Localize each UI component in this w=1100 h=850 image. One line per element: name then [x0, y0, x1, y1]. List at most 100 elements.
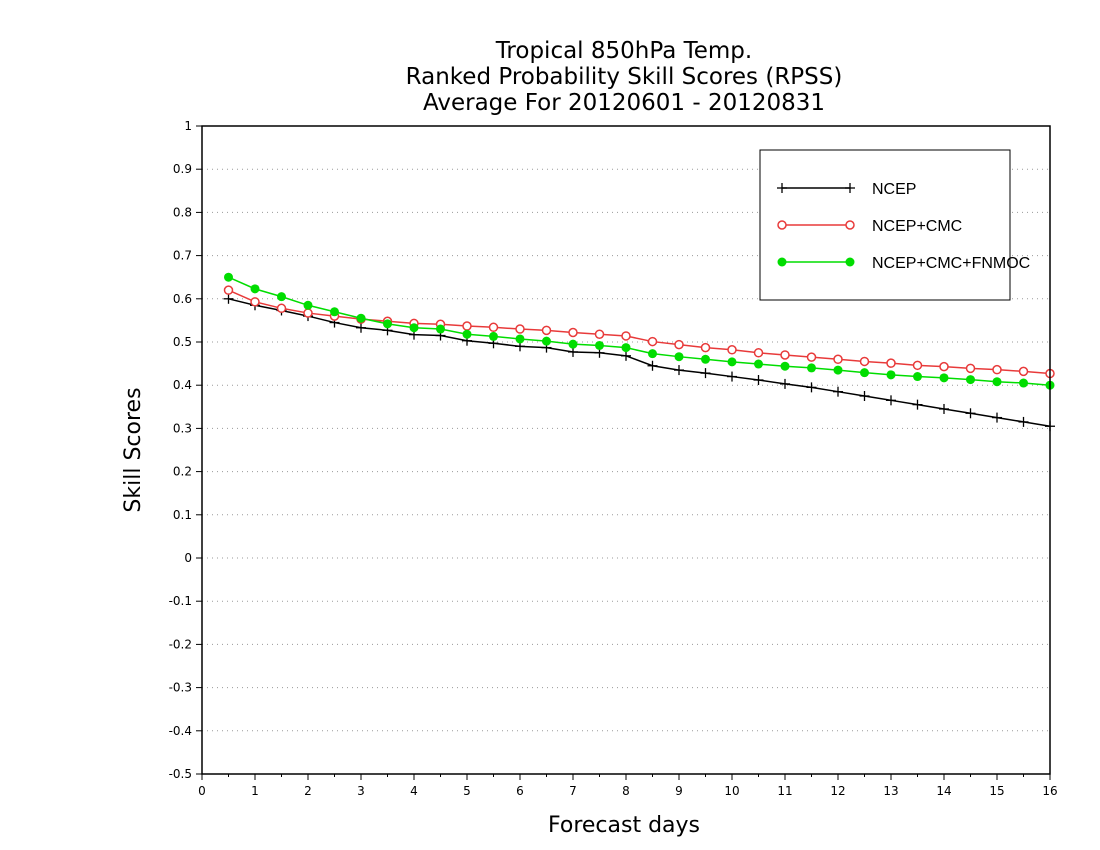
data-point-ncep — [727, 371, 737, 382]
data-point-ncep-cmc-fnmoc — [833, 365, 843, 375]
x-tick-label: 3 — [357, 784, 365, 798]
data-point-ncep-cmc-fnmoc — [860, 368, 869, 378]
data-point-ncep — [992, 412, 1002, 423]
x-tick-label: 12 — [830, 784, 845, 798]
legend-label-ncep-cmc-fnmoc: NCEP+CMC+FNMOC — [872, 255, 1030, 272]
chart-title-line-1: Tropical 850hPa Temp. — [495, 38, 752, 64]
series-ncep — [223, 293, 1055, 432]
y-tick-label: 0.1 — [173, 508, 192, 522]
legend-marker-ncep-cmc-fnmoc — [777, 257, 787, 267]
data-point-ncep-cmc-fnmoc — [356, 313, 366, 323]
axis-ticks: -0.5 -0.4 -0.3 -0.2 -0.1 0 0.1 0.2 0.3 0.4 0.5 0.6 0… — [169, 119, 1058, 798]
x-tick-label: 8 — [622, 784, 630, 798]
data-point-ncep-cmc — [806, 352, 817, 362]
x-tick-label: 9 — [675, 784, 683, 798]
data-point-ncep-cmc-fnmoc — [250, 284, 260, 294]
chart-title-line-2: Ranked Probability Skill Scores (RPSS) — [406, 64, 843, 90]
x-tick-label: 6 — [516, 784, 524, 798]
x-tick-label: 5 — [463, 784, 471, 798]
x-tick-label: 2 — [304, 784, 312, 798]
x-tick-label: 10 — [724, 784, 739, 798]
x-tick-label: 16 — [1042, 784, 1057, 798]
x-tick-label: 15 — [989, 784, 1004, 798]
data-point-ncep — [939, 403, 949, 414]
data-point-ncep-cmc-fnmoc — [727, 357, 737, 367]
data-point-ncep-cmc-fnmoc — [595, 340, 604, 350]
y-tick-label: 0.2 — [173, 465, 192, 479]
data-point-ncep — [700, 368, 711, 379]
data-point-ncep-cmc — [674, 339, 684, 350]
legend-marker-ncep-cmc — [845, 220, 855, 230]
data-point-ncep-cmc — [250, 297, 260, 307]
data-point-ncep — [674, 365, 684, 376]
data-point-ncep-cmc — [568, 327, 578, 338]
legend-marker-ncep — [777, 183, 787, 193]
data-point-ncep-cmc — [303, 308, 313, 318]
data-point-ncep-cmc-fnmoc — [383, 319, 392, 329]
x-tick-label: 13 — [883, 784, 898, 798]
x-tick-label: 1 — [251, 784, 259, 798]
y-tick-label: -0.1 — [169, 594, 192, 608]
y-tick-label: -0.5 — [169, 767, 192, 781]
data-point-ncep — [912, 399, 923, 410]
data-point-ncep — [223, 293, 234, 304]
data-point-ncep-cmc — [727, 345, 737, 355]
y-tick-label: -0.3 — [169, 681, 192, 695]
data-point-ncep — [647, 360, 658, 371]
y-tick-label: 0.6 — [173, 292, 192, 306]
data-point-ncep — [833, 386, 843, 397]
data-point-ncep-cmc-fnmoc — [436, 324, 445, 334]
data-point-ncep-cmc — [541, 325, 552, 336]
data-point-ncep-cmc-fnmoc — [489, 331, 498, 341]
legend: NCEP NCEP+CMC NCEP+CMC+FNMOC — [759, 149, 1030, 301]
data-point-ncep-cmc-fnmoc — [1019, 378, 1028, 388]
data-point-ncep — [753, 375, 764, 386]
data-point-ncep-cmc — [462, 321, 472, 331]
y-tick-label: -0.4 — [169, 724, 192, 738]
data-point-ncep-cmc-fnmoc — [701, 354, 710, 364]
data-point-ncep — [965, 408, 976, 419]
data-point-ncep-cmc — [1018, 366, 1029, 377]
data-point-ncep-cmc — [886, 358, 896, 368]
y-axis-label: Skill Scores — [121, 387, 146, 512]
legend-label-ncep-cmc: NCEP+CMC — [872, 218, 962, 235]
legend-marker-ncep-cmc-fnmoc — [845, 257, 855, 267]
y-tick-label: -0.2 — [169, 637, 192, 651]
x-tick-label: 0 — [198, 784, 206, 798]
data-point-ncep-cmc — [621, 331, 631, 341]
data-point-ncep-cmc-fnmoc — [542, 336, 551, 346]
series-ncep-cmc-fnmoc — [224, 272, 1055, 390]
data-point-ncep-cmc — [753, 348, 764, 358]
data-point-ncep-cmc-fnmoc — [224, 272, 233, 282]
data-point-ncep-cmc — [939, 361, 949, 372]
data-point-ncep — [780, 378, 790, 389]
data-point-ncep-cmc-fnmoc — [913, 372, 922, 382]
data-point-ncep — [621, 350, 631, 361]
data-point-ncep — [1018, 416, 1029, 427]
y-tick-label: 0.8 — [173, 205, 192, 219]
data-point-ncep-cmc-fnmoc — [674, 352, 684, 362]
data-point-ncep-cmc — [700, 342, 711, 353]
data-point-ncep-cmc-fnmoc — [303, 300, 313, 310]
data-point-ncep — [806, 382, 817, 393]
data-point-ncep-cmc — [965, 363, 976, 374]
y-tick-label: 0.4 — [173, 378, 192, 392]
y-tick-label: 0 — [184, 551, 192, 565]
x-axis-label: Forecast days — [548, 813, 700, 838]
chart-title-line-3: Average For 20120601 - 20120831 — [423, 90, 825, 116]
data-point-ncep-cmc-fnmoc — [277, 292, 286, 302]
data-point-ncep — [886, 395, 896, 406]
data-point-ncep-cmc — [276, 303, 287, 314]
data-point-ncep-cmc-fnmoc — [992, 377, 1002, 387]
data-point-ncep — [356, 322, 366, 333]
data-point-ncep-cmc-fnmoc — [966, 375, 975, 385]
data-point-ncep-cmc — [833, 354, 843, 365]
x-tick-label: 14 — [936, 784, 951, 798]
data-point-ncep-cmc-fnmoc — [780, 361, 790, 371]
data-point-ncep-cmc — [647, 336, 658, 347]
data-point-ncep-cmc-fnmoc — [886, 370, 896, 380]
plot-frame — [201, 125, 1051, 775]
data-point-ncep-cmc-fnmoc — [648, 349, 657, 359]
y-tick-label: 0.7 — [173, 249, 192, 263]
